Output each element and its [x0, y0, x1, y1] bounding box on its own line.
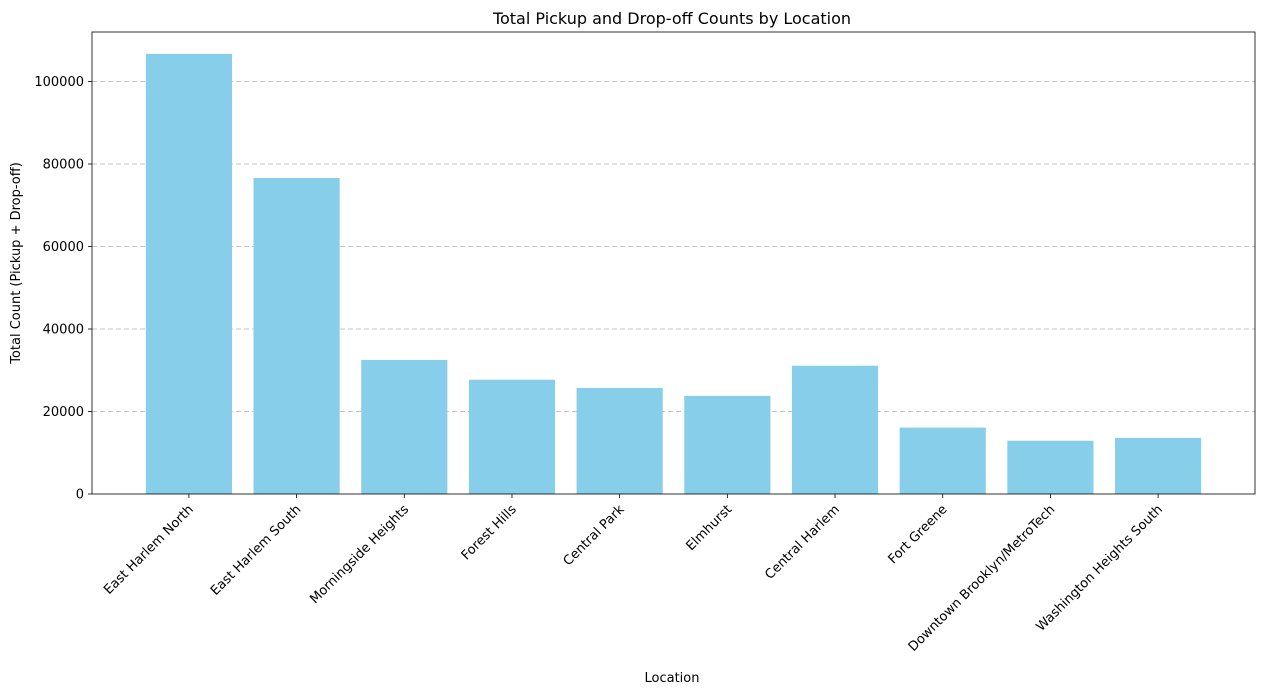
x-axis-label: Location [645, 671, 700, 686]
x-tick-label: East Harlem South [208, 502, 304, 598]
x-tick-label: Washington Heights South [1034, 502, 1166, 634]
bar [253, 178, 340, 494]
bar [576, 387, 663, 494]
axes [91, 31, 1256, 495]
bar [145, 53, 232, 495]
y-tick-label: 100000 [34, 75, 84, 90]
bar [684, 395, 771, 494]
bar [1115, 437, 1202, 494]
bar [468, 379, 556, 494]
y-tick-label: 40000 [43, 323, 84, 338]
bar [361, 359, 448, 494]
bar [899, 427, 986, 494]
x-tick-label: Fort Greene [886, 502, 951, 567]
y-ticks: 0 20000 40000 60000 80000 100000 [34, 75, 92, 503]
x-tick-label: East Harlem North [101, 502, 196, 597]
bar [791, 365, 879, 494]
y-tick-label: 60000 [43, 240, 84, 255]
bars [145, 53, 1202, 495]
x-tick-label: Central Harlem [762, 502, 842, 582]
bar [1007, 440, 1094, 494]
x-ticks: East Harlem North East Harlem South Mornin… [101, 494, 1166, 655]
chart-title: Total Pickup and Drop-off Counts by Loca… [492, 9, 851, 28]
plot-frame [91, 31, 1256, 495]
y-axis-label: Total Count (Pickup + Drop-off) [9, 162, 24, 365]
x-tick-label: Elmhurst [683, 502, 735, 554]
x-tick-label: Central Park [561, 502, 628, 569]
y-tick-label: 0 [76, 488, 84, 503]
x-tick-label: Morningside Heights [307, 502, 412, 607]
x-tick-label: Forest Hills [459, 502, 520, 563]
y-tick-label: 20000 [43, 405, 84, 420]
y-tick-label: 80000 [43, 158, 84, 173]
